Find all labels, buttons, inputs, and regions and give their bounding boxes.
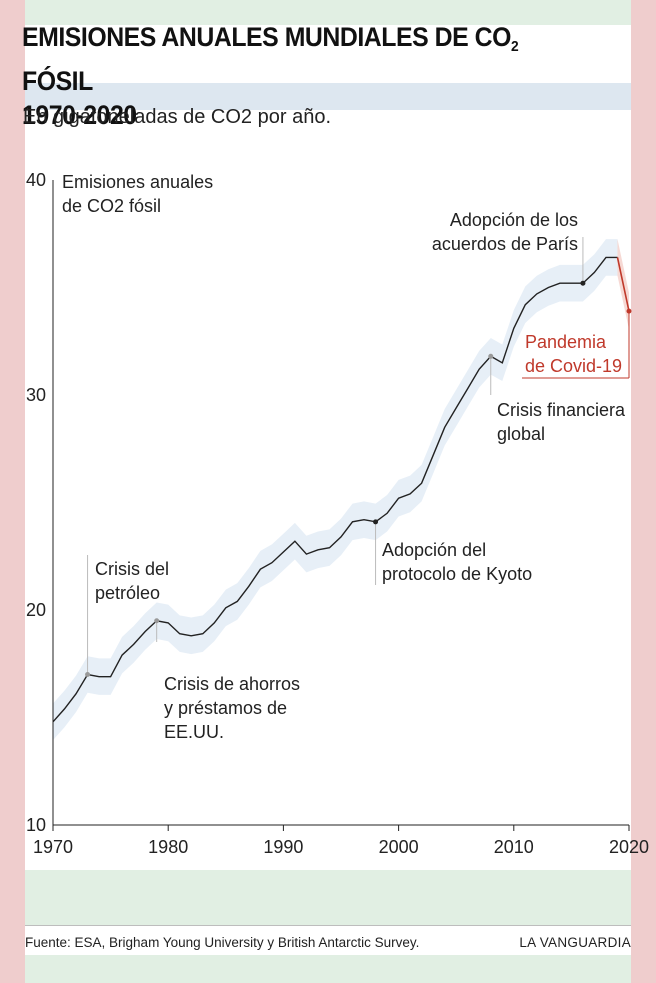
- title-subscript: 2: [511, 38, 519, 55]
- annotation-label: Crisis financiera: [497, 400, 626, 420]
- source-note: Fuente: ESA, Brigham Young University y …: [25, 935, 420, 950]
- annotation-label: Adopción del: [382, 540, 486, 560]
- x-tick-label: 2000: [379, 837, 419, 857]
- x-tick-label: 1990: [263, 837, 303, 857]
- bottom-green-band: [25, 870, 631, 925]
- annotation-label: Crisis de ahorros: [164, 674, 300, 694]
- series-label: Emisiones anuales: [62, 172, 213, 192]
- y-tick-label: 30: [26, 385, 46, 405]
- x-tick-label: 1970: [33, 837, 73, 857]
- footer-divider: [25, 925, 631, 926]
- annotation-label: de Covid-19: [525, 356, 622, 376]
- annotation-label: Pandemia: [525, 332, 607, 352]
- uncertainty-band: [53, 239, 618, 741]
- annotation-label: y préstamos de: [164, 698, 287, 718]
- title-main: EMISIONES ANUALES MUNDIALES DE CO: [22, 22, 512, 52]
- y-tick-label: 10: [26, 815, 46, 835]
- chart-title: EMISIONES ANUALES MUNDIALES DE CO2 FÓSIL…: [22, 20, 592, 132]
- annotation-dot: [85, 672, 91, 677]
- top-green-band: [25, 0, 631, 25]
- annotation-dot: [626, 308, 632, 314]
- covid-drop-line: [616, 257, 630, 312]
- left-margin-bar: [0, 0, 25, 983]
- annotation-label: EE.UU.: [164, 722, 224, 742]
- emissions-line: [52, 256, 618, 723]
- right-margin-bar: [631, 0, 656, 983]
- x-tick-label: 1980: [148, 837, 188, 857]
- y-tick-label: 20: [26, 600, 46, 620]
- title-years: 1970-2020: [22, 100, 137, 130]
- annotation-label: Adopción de los: [450, 210, 578, 230]
- chart-subtitle: En gigatoneladas de CO2 por año.: [23, 106, 331, 128]
- title-end: FÓSIL: [22, 66, 93, 96]
- x-tick-label: 2010: [494, 837, 534, 857]
- blue-band: [25, 83, 631, 110]
- annotation-dot: [373, 519, 379, 525]
- annotation-label: Crisis del: [95, 559, 169, 579]
- annotation-label: acuerdos de París: [432, 234, 578, 254]
- annotation-dot: [154, 618, 160, 624]
- annotation-dot: [580, 280, 586, 286]
- annotation-label: petróleo: [95, 583, 160, 603]
- brand-label: LA VANGUARDIA: [519, 935, 631, 950]
- emissions-line-chart: 10 20 30 40 1970 1980 1990 2000 2010 2020 Emisione…: [26, 170, 649, 857]
- y-tick-label: 40: [26, 170, 46, 190]
- x-tick-label: 2020: [609, 837, 649, 857]
- annotation-dot: [488, 353, 494, 359]
- series-label: de CO2 fósil: [62, 196, 161, 216]
- annotation-label: global: [497, 424, 545, 444]
- footer-green-band: [25, 955, 631, 983]
- annotation-label: protocolo de Kyoto: [382, 564, 532, 584]
